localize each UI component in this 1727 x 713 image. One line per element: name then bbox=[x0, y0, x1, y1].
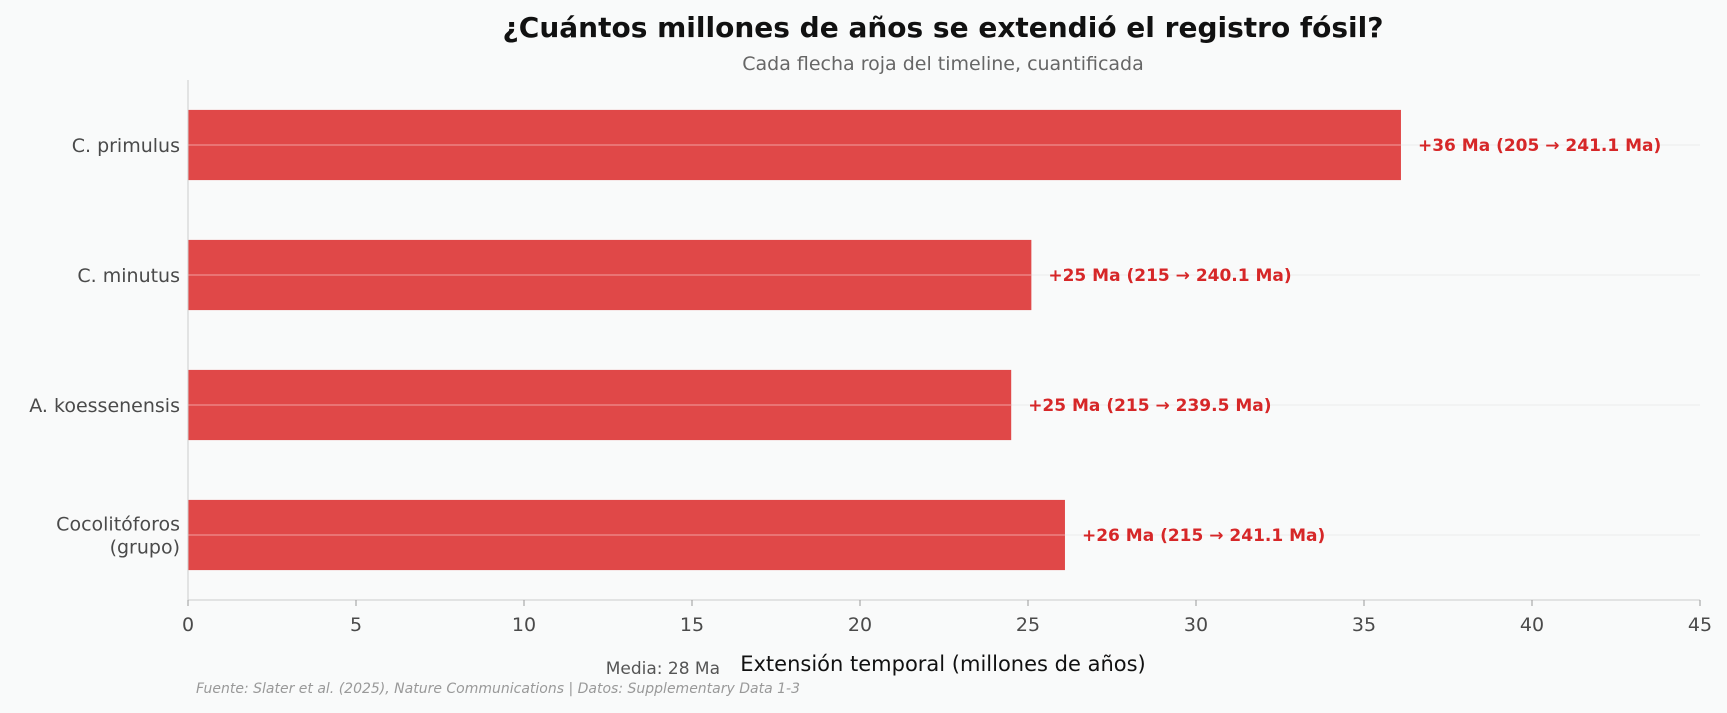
x-tick-label: 20 bbox=[848, 614, 872, 636]
x-tick-label: 35 bbox=[1352, 614, 1376, 636]
x-tick-label: 30 bbox=[1184, 614, 1208, 636]
x-tick-label: 0 bbox=[182, 614, 194, 636]
y-tick-label: Cocolitóforos bbox=[56, 514, 180, 536]
axes: C. primulus C. minutus A. koessenensis Coco… bbox=[29, 80, 1712, 636]
mean-annotation: Media: 28 Ma bbox=[606, 659, 720, 679]
bars: +36 Ma (205 → 241.1 Ma) +25 Ma (215 → 240… bbox=[188, 109, 1661, 571]
chart-title: ¿Cuántos millones de años se extendió el… bbox=[503, 11, 1384, 44]
chart-subtitle: Cada flecha roja del timeline, cuantific… bbox=[742, 53, 1144, 75]
y-tick-label: A. koessenensis bbox=[29, 395, 180, 417]
y-tick-label: C. minutus bbox=[77, 265, 180, 287]
y-tick-label: (grupo) bbox=[110, 537, 180, 559]
x-tick-label: 25 bbox=[1016, 614, 1040, 636]
x-tick-label: 15 bbox=[680, 614, 704, 636]
bar-value-label: +26 Ma (215 → 241.1 Ma) bbox=[1082, 526, 1325, 546]
x-tick-label: 45 bbox=[1688, 614, 1712, 636]
x-tick-label: 5 bbox=[350, 614, 362, 636]
bar-value-label: +25 Ma (215 → 239.5 Ma) bbox=[1028, 396, 1271, 416]
bar-value-label: +36 Ma (205 → 241.1 Ma) bbox=[1418, 136, 1661, 156]
x-tick-label: 10 bbox=[512, 614, 536, 636]
bar-value-label: +25 Ma (215 → 240.1 Ma) bbox=[1048, 266, 1291, 286]
x-tick-label: 40 bbox=[1520, 614, 1544, 636]
y-tick-label: C. primulus bbox=[72, 135, 180, 157]
grid-lines bbox=[188, 144, 1700, 536]
source-note: Fuente: Slater et al. (2025), Nature Com… bbox=[196, 681, 800, 697]
x-axis-label: Extensión temporal (millones de años) bbox=[740, 652, 1146, 676]
